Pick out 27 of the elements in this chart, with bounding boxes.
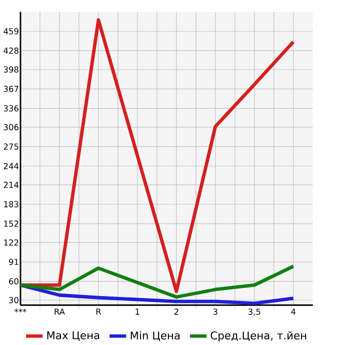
y-tick-label: 244	[4, 163, 19, 170]
y-tick-label: 459	[4, 28, 18, 35]
y-tick-label: 91	[9, 258, 18, 266]
legend-label: Min Цена	[130, 331, 180, 342]
y-tick-label: 60	[9, 278, 18, 285]
y-tick-label: 398	[4, 66, 18, 73]
y-tick-label: 30	[9, 297, 18, 304]
line-series	[20, 264, 296, 299]
legend-label: Сред.Цена, т.йен	[210, 331, 306, 342]
x-tick-label: R	[96, 308, 102, 315]
y-tick-label: 275	[4, 144, 18, 150]
x-tick-label: 3,5	[248, 308, 260, 316]
x-tick-label: 3	[213, 308, 218, 315]
y-tick-label: 428	[4, 48, 18, 54]
x-tick-label: ***	[14, 308, 26, 313]
y-tick-label: 367	[4, 86, 18, 92]
y-tick-label: 122	[4, 240, 18, 246]
y-tick-label: 152	[4, 220, 18, 227]
y-tick-label: 183	[4, 201, 18, 208]
y-tick-label: 336	[4, 105, 18, 112]
x-tick-label: 1	[136, 308, 140, 315]
x-tick-label: 2	[174, 308, 178, 315]
x-tick-label: 4	[291, 308, 296, 315]
x-tick-label: RA	[54, 308, 65, 315]
y-tick-label: 214	[4, 182, 19, 188]
legend-label: Max Цена	[47, 332, 100, 342]
y-tick-label: 306	[4, 124, 18, 130]
